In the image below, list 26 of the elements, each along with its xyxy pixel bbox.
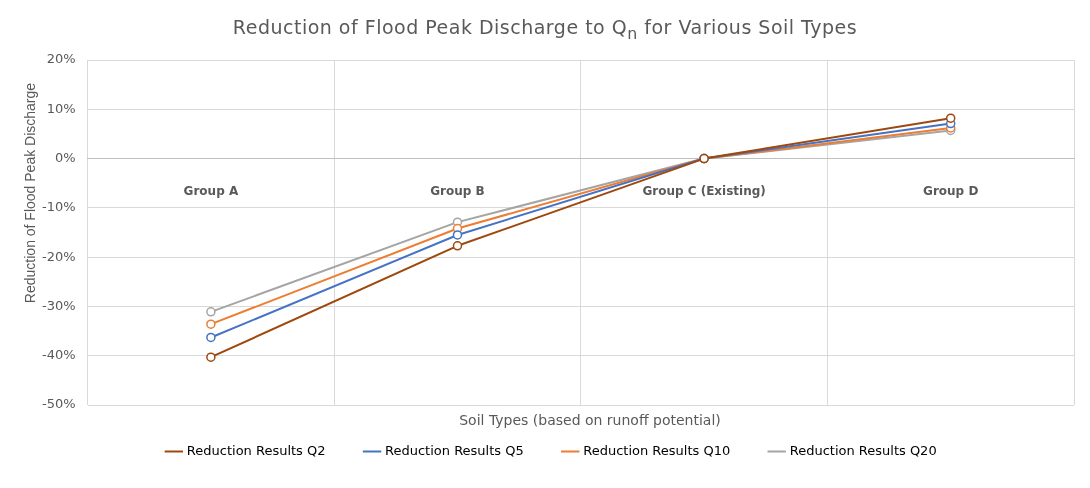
x-tick-label: Group A	[183, 183, 239, 198]
y-tick-label: -40%	[41, 347, 76, 363]
x-tick-label: Group B	[430, 183, 485, 198]
legend-label: Reduction Results Q5	[385, 442, 524, 458]
x-tick-label: Group C (Existing)	[642, 183, 766, 198]
y-tick-label: -30%	[41, 297, 76, 313]
legend-label: Reduction Results Q20	[789, 442, 937, 458]
point	[206, 352, 216, 362]
point	[945, 113, 956, 123]
y-tick-label: 10%	[46, 100, 76, 116]
y-tick-label: -50%	[41, 396, 76, 412]
point	[452, 241, 463, 251]
y-tick-label: 20%	[46, 51, 76, 67]
point	[206, 319, 216, 329]
y-tick-label: -20%	[41, 248, 76, 264]
y-tick-label: 0%	[54, 149, 76, 165]
legend-label: Reduction Results Q10	[583, 442, 731, 458]
point	[206, 307, 216, 317]
point	[452, 230, 463, 240]
legend-label: Reduction Results Q2	[186, 442, 326, 458]
y-tick-label: -10%	[41, 199, 76, 215]
point	[206, 332, 216, 343]
y-axis-title: Reduction of Flood Peak Discharge	[22, 81, 38, 306]
x-tick-label: Group D	[923, 183, 979, 198]
x-axis-title: Soil Types (based on runoff potential)	[458, 412, 722, 428]
chart-title: Reduction of Flood Peak Discharge to Q$_{n}$ for Various Soil Types	[231, 16, 859, 43]
